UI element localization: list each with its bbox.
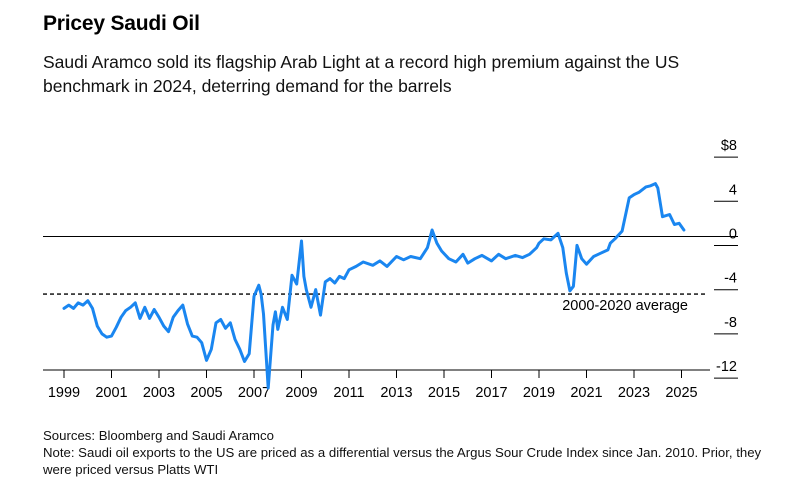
chart-footer: Sources: Bloomberg and Saudi Aramco Note… xyxy=(43,427,763,478)
series-line xyxy=(62,182,686,390)
y-tick-label: -4 xyxy=(724,271,737,287)
x-tick-label: 2021 xyxy=(570,385,602,401)
x-tick-label: 2019 xyxy=(523,385,555,401)
y-tick-label: -12 xyxy=(716,359,737,375)
x-tick-label: 2023 xyxy=(618,385,650,401)
y-tick-label: $8 xyxy=(721,138,737,154)
x-tick-label: 2005 xyxy=(190,385,222,401)
y-tick-label: 0 xyxy=(729,227,737,243)
x-tick-label: 2001 xyxy=(95,385,127,401)
x-tick-label: 2025 xyxy=(665,385,697,401)
x-tick-label: 2017 xyxy=(475,385,507,401)
x-tick-label: 2003 xyxy=(143,385,175,401)
x-tick-label: 2009 xyxy=(285,385,317,401)
average-label: 2000-2020 average xyxy=(562,298,688,314)
chart-subtitle: Saudi Aramco sold its flagship Arab Ligh… xyxy=(43,52,680,96)
y-tick-label: 4 xyxy=(729,182,737,198)
sources-text: Sources: Bloomberg and Saudi Aramco xyxy=(43,428,274,443)
y-tick-label: -8 xyxy=(724,315,737,331)
chart-title: Pricey Saudi Oil xyxy=(43,12,200,35)
x-tick-label: 1999 xyxy=(48,385,80,401)
x-tick-label: 2013 xyxy=(380,385,412,401)
x-tick-label: 2015 xyxy=(428,385,460,401)
x-tick-label: 2007 xyxy=(238,385,270,401)
x-tick-label: 2011 xyxy=(333,385,364,401)
note-text: Note: Saudi oil exports to the US are pr… xyxy=(43,445,762,477)
